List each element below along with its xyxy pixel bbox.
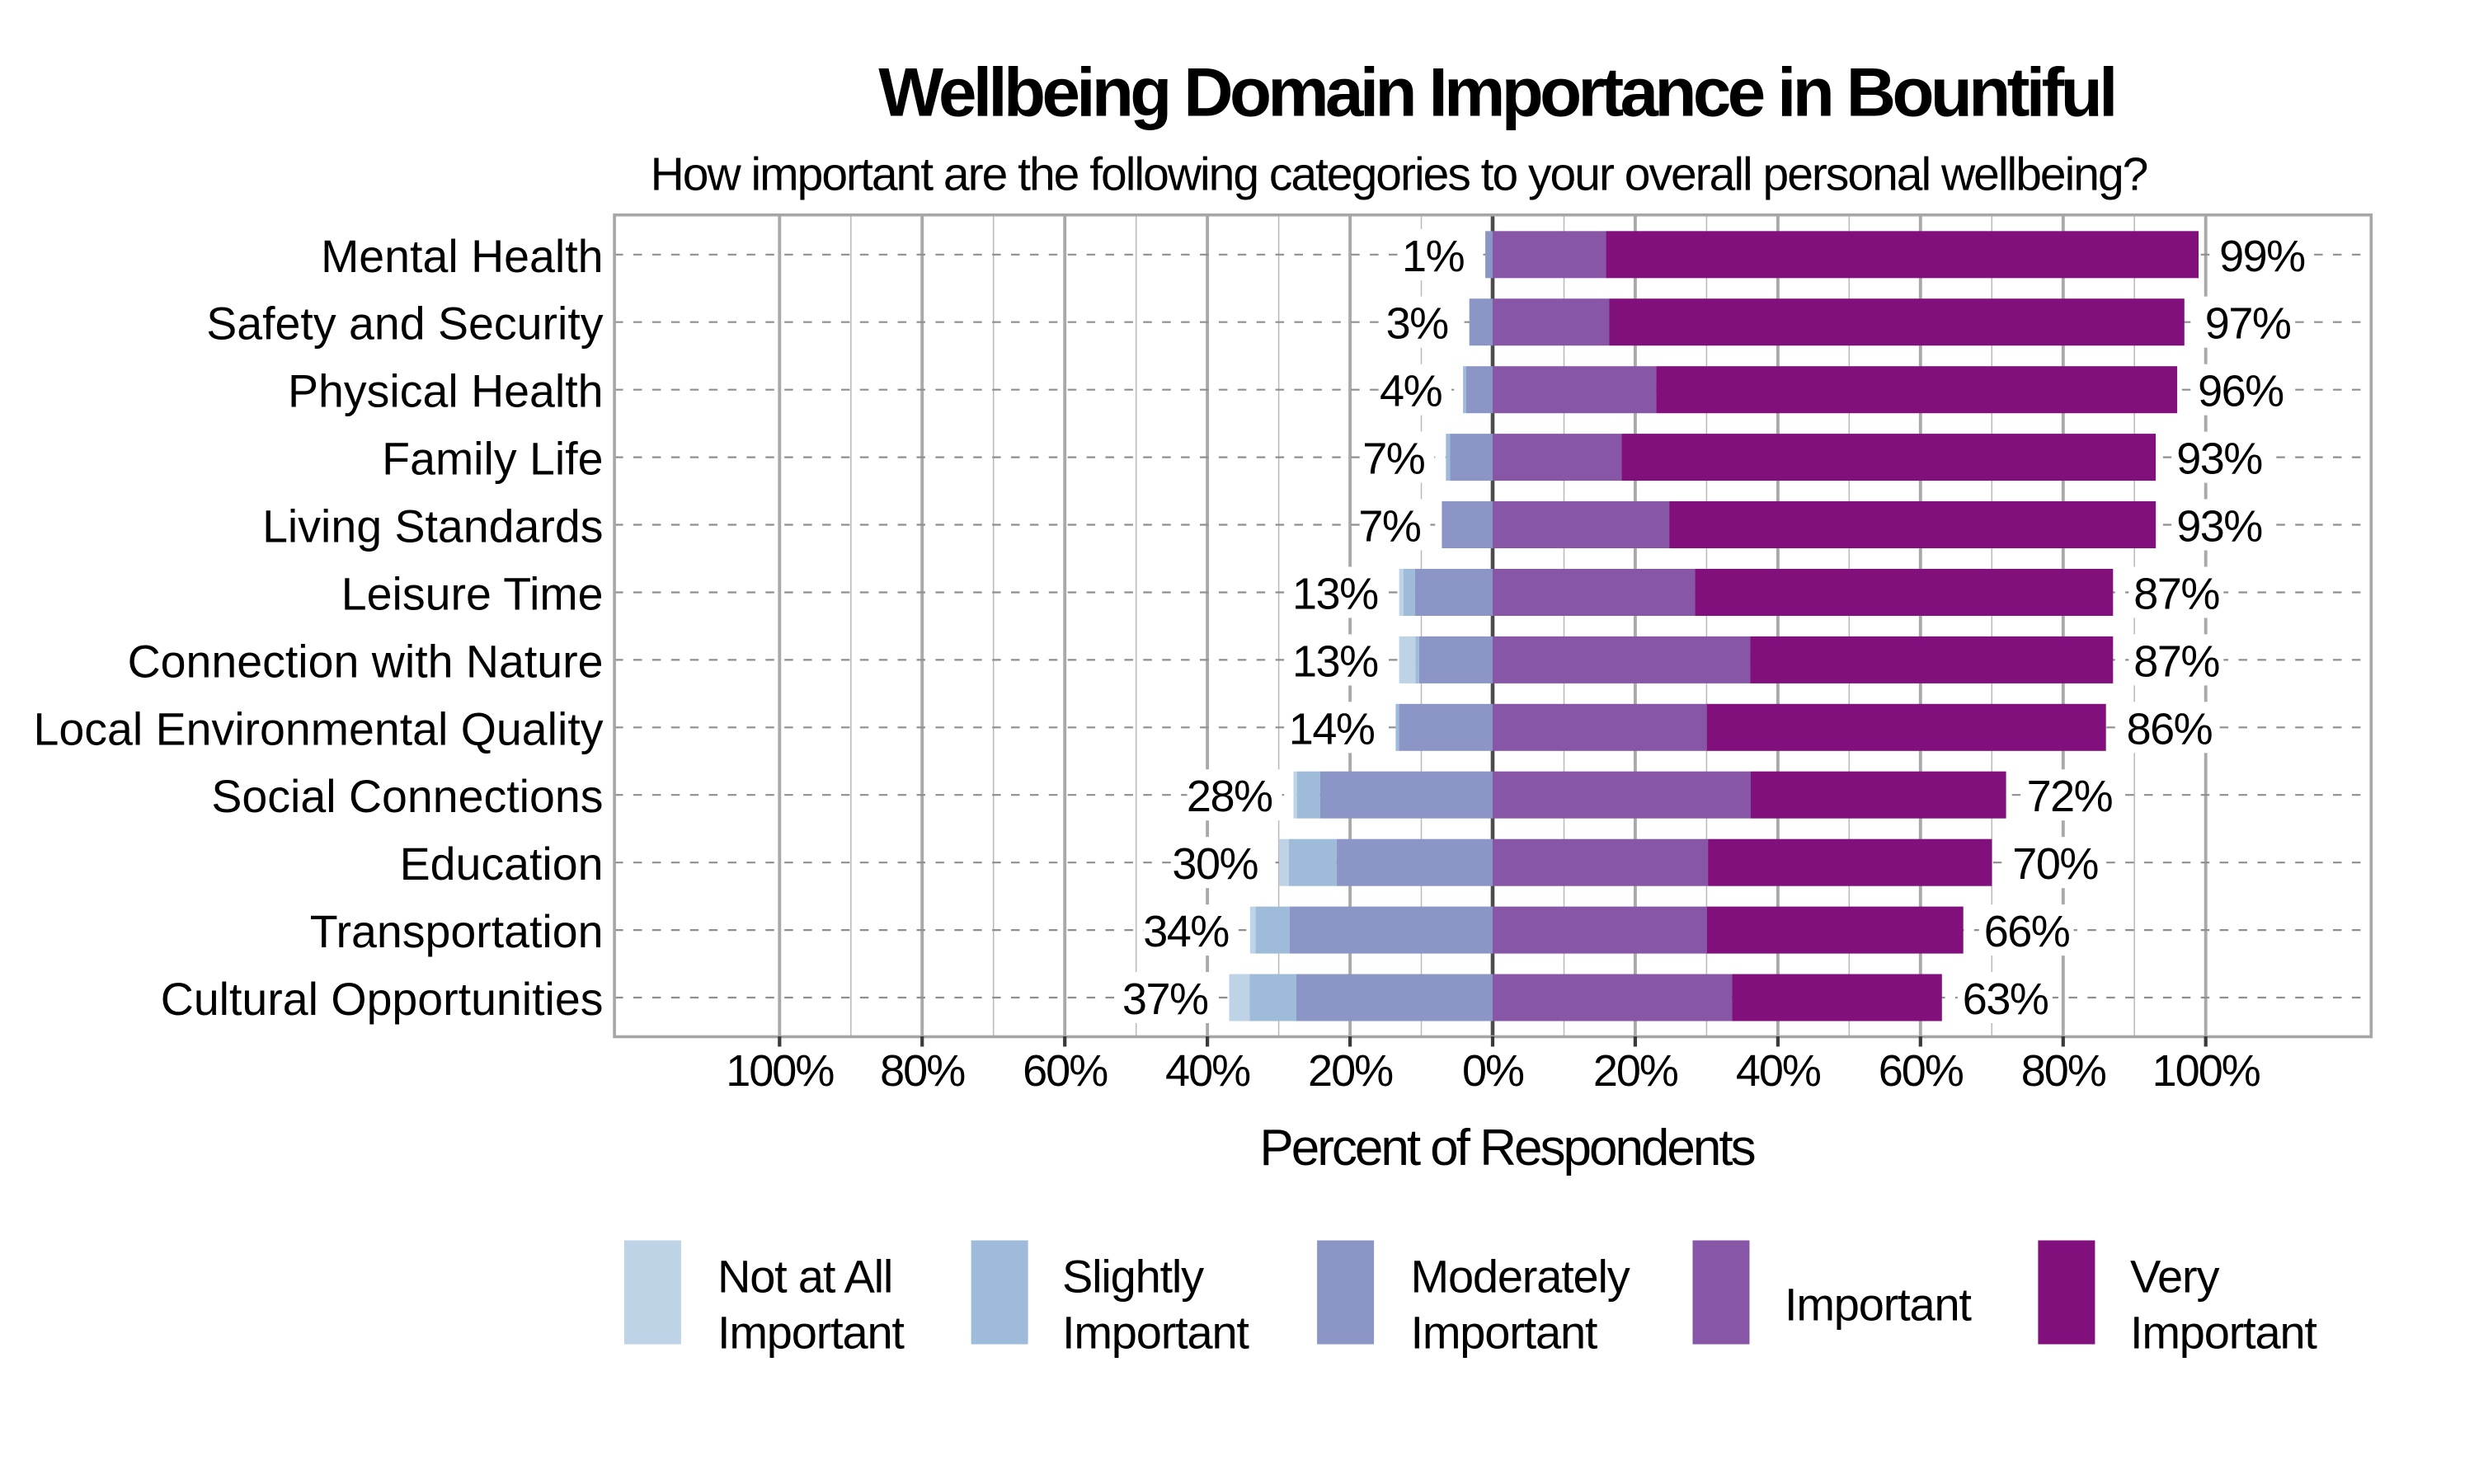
svg-text:40%: 40% — [1736, 1046, 1821, 1096]
svg-text:97%: 97% — [2205, 299, 2291, 349]
svg-text:86%: 86% — [2127, 704, 2213, 754]
svg-text:13%: 13% — [1292, 636, 1378, 686]
svg-text:Mental Health: Mental Health — [321, 231, 603, 282]
svg-text:Important: Important — [2130, 1307, 2317, 1359]
svg-text:Safety and Security: Safety and Security — [206, 298, 604, 350]
svg-text:93%: 93% — [2176, 434, 2262, 484]
svg-text:14%: 14% — [1289, 704, 1375, 754]
svg-text:13%: 13% — [1292, 570, 1378, 619]
svg-text:Local Environmental Quality: Local Environmental Quality — [33, 703, 603, 754]
svg-text:0%: 0% — [1462, 1046, 1524, 1096]
svg-text:60%: 60% — [1879, 1046, 1964, 1096]
svg-text:How important are the followin: How important are the following categori… — [651, 148, 2147, 201]
svg-text:66%: 66% — [1984, 907, 2070, 956]
svg-text:4%: 4% — [1380, 367, 1442, 416]
svg-text:63%: 63% — [1963, 974, 2048, 1024]
svg-text:60%: 60% — [1023, 1046, 1108, 1096]
svg-text:7%: 7% — [1358, 502, 1421, 552]
svg-text:100%: 100% — [726, 1046, 834, 1096]
svg-text:Important: Important — [717, 1307, 905, 1359]
svg-text:87%: 87% — [2133, 570, 2219, 619]
svg-text:Living Standards: Living Standards — [262, 501, 603, 552]
svg-text:80%: 80% — [880, 1046, 965, 1096]
svg-text:93%: 93% — [2176, 502, 2262, 552]
svg-text:40%: 40% — [1165, 1046, 1250, 1096]
svg-text:Physical Health: Physical Health — [288, 366, 604, 417]
svg-text:Social Connections: Social Connections — [211, 771, 603, 822]
svg-text:Family Life: Family Life — [382, 434, 603, 485]
svg-text:80%: 80% — [2021, 1046, 2106, 1096]
svg-text:Slightly: Slightly — [1062, 1251, 1204, 1303]
svg-text:Not at All: Not at All — [717, 1251, 892, 1303]
svg-text:Moderately: Moderately — [1411, 1251, 1630, 1303]
svg-text:87%: 87% — [2133, 636, 2219, 686]
svg-text:20%: 20% — [1593, 1046, 1678, 1096]
svg-text:Education: Education — [400, 838, 604, 890]
svg-text:1%: 1% — [1402, 232, 1465, 281]
svg-text:Important: Important — [1411, 1307, 1598, 1359]
svg-text:20%: 20% — [1308, 1046, 1393, 1096]
svg-text:Important: Important — [1785, 1279, 1972, 1331]
svg-text:7%: 7% — [1362, 434, 1425, 484]
svg-text:Transportation: Transportation — [310, 906, 604, 957]
svg-text:70%: 70% — [2012, 839, 2098, 889]
svg-text:Wellbeing Domain Importance in: Wellbeing Domain Importance in Bountiful — [878, 53, 2114, 130]
svg-text:99%: 99% — [2219, 232, 2305, 281]
svg-text:Connection with Nature: Connection with Nature — [128, 636, 604, 687]
svg-text:Percent of Respondents: Percent of Respondents — [1259, 1120, 1754, 1176]
svg-text:Leisure Time: Leisure Time — [341, 569, 604, 620]
svg-text:72%: 72% — [2027, 772, 2113, 821]
svg-text:34%: 34% — [1143, 907, 1229, 956]
svg-text:37%: 37% — [1122, 974, 1208, 1024]
svg-text:3%: 3% — [1386, 299, 1449, 349]
svg-text:28%: 28% — [1187, 772, 1272, 821]
svg-text:Cultural Opportunities: Cultural Opportunities — [161, 974, 604, 1025]
svg-text:96%: 96% — [2198, 367, 2284, 416]
svg-text:30%: 30% — [1172, 839, 1258, 889]
svg-text:Important: Important — [1062, 1307, 1249, 1359]
svg-text:Very: Very — [2130, 1251, 2219, 1303]
svg-text:100%: 100% — [2152, 1046, 2260, 1096]
